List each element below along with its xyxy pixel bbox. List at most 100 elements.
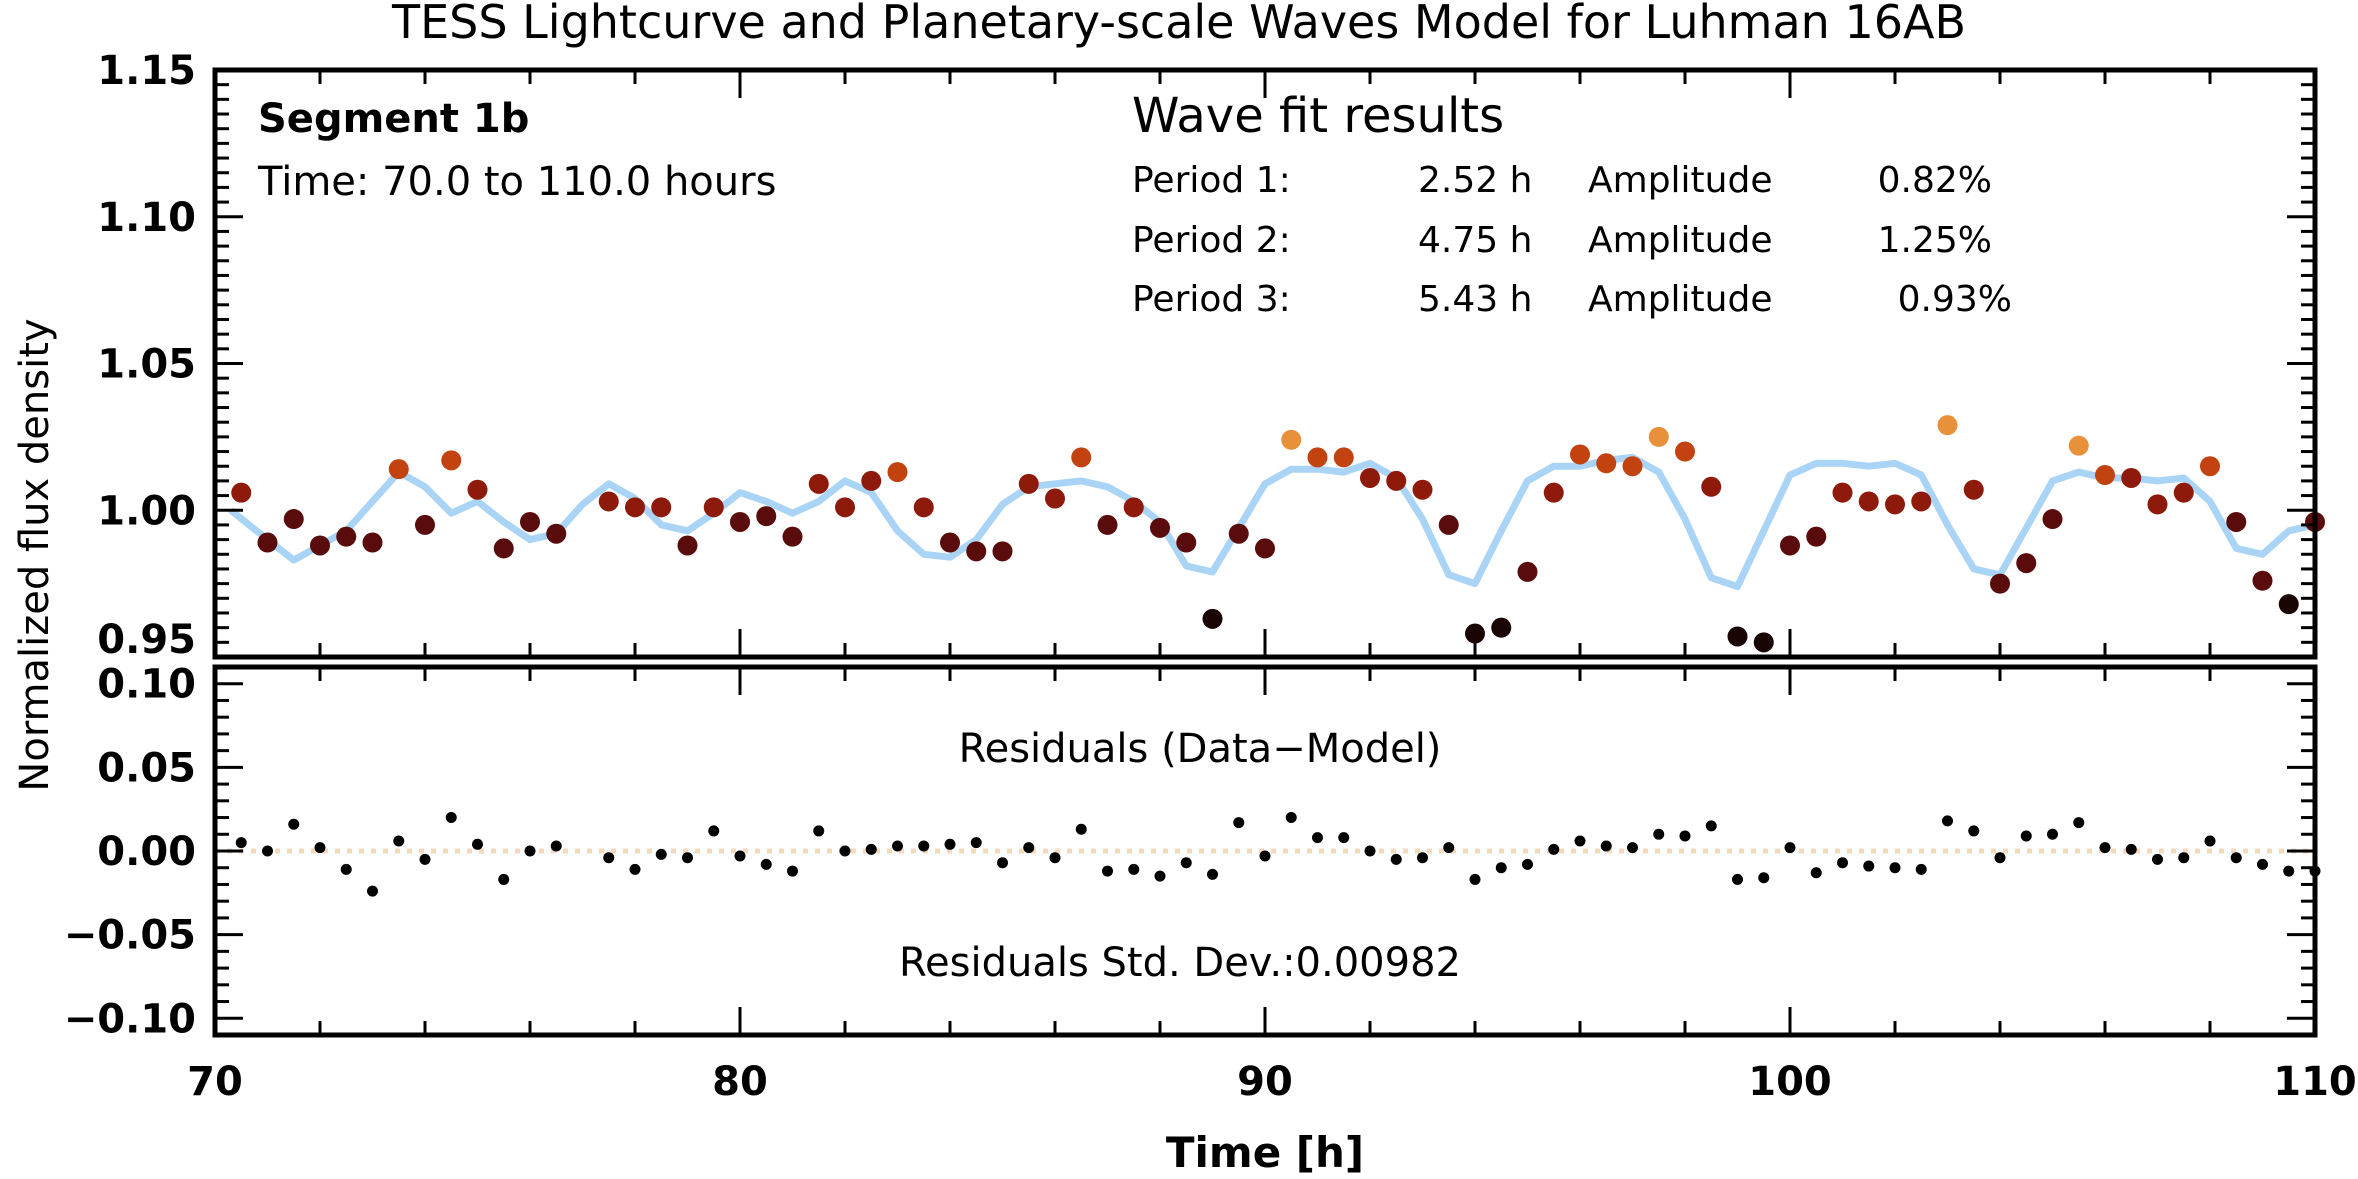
residual-series	[235, 812, 2321, 897]
wave-fit-row: Period 1: 2.52 h Amplitude 0.82%	[1132, 160, 1992, 201]
data-point	[887, 462, 908, 483]
residuals-panel	[212, 664, 2321, 1038]
data-point	[493, 538, 514, 559]
segment-label: Segment 1b	[258, 96, 529, 142]
residual-point	[1233, 817, 1245, 829]
x-tick-label: 110	[2273, 1059, 2357, 1105]
data-point	[1753, 632, 1774, 653]
residual-point	[314, 842, 326, 854]
data-point	[1622, 456, 1643, 477]
wave-row-amp-label: Amplitude	[1588, 160, 1772, 201]
residual-point	[262, 845, 273, 857]
residual-point	[1338, 832, 1350, 844]
data-point	[1018, 473, 1039, 494]
residual-point	[1128, 863, 1140, 875]
residual-point	[1574, 835, 1586, 847]
residual-point	[340, 863, 352, 875]
data-point	[1438, 514, 1459, 535]
data-point	[1071, 447, 1092, 468]
residual-point	[1968, 825, 1980, 837]
residual-point	[2073, 817, 2085, 829]
residual-point	[2230, 852, 2242, 864]
data-point	[2278, 594, 2299, 615]
x-tick-label: 100	[1748, 1059, 1832, 1105]
data-point	[1517, 561, 1538, 582]
wave-row-label: Period 2:	[1132, 220, 1291, 261]
residual-point	[1207, 868, 1218, 880]
residual-point	[708, 825, 720, 837]
residual-point	[1259, 850, 1271, 862]
data-point	[625, 497, 645, 518]
residual-point	[288, 818, 300, 830]
x-tick-label: 90	[1237, 1059, 1293, 1105]
residual-point	[892, 840, 903, 852]
data-point	[2095, 465, 2115, 486]
wave-row-amp-label: Amplitude	[1588, 220, 1772, 261]
data-point	[1570, 444, 1590, 465]
data-point	[2252, 570, 2273, 591]
data-point	[257, 532, 278, 553]
residual-point	[1889, 862, 1901, 874]
data-point	[283, 509, 304, 530]
data-point	[1491, 617, 1512, 638]
residual-point	[2257, 858, 2268, 870]
residual-point	[1285, 812, 1297, 824]
residual-point	[2099, 842, 2111, 854]
data-point	[336, 526, 357, 547]
lightcurve-y-tick-labels: 0.95 1.00 1.05 1.10 1.15	[97, 48, 196, 663]
data-point	[1228, 523, 1249, 544]
wave-row-period: 4.75 h	[1418, 220, 1532, 261]
y-tick-label: 1.00	[97, 488, 196, 534]
residual-point	[1994, 852, 2006, 864]
data-series	[231, 415, 2325, 653]
y-tick-label: 1.05	[97, 342, 196, 388]
residual-point	[1075, 823, 1087, 835]
residual-point	[603, 852, 615, 864]
data-point	[966, 541, 987, 562]
wave-row-label: Period 1:	[1132, 160, 1291, 201]
data-point	[1255, 538, 1275, 559]
x-axis-label: Time [h]	[1166, 1128, 1364, 1177]
data-point	[677, 535, 698, 556]
residual-point	[2283, 865, 2295, 877]
data-point	[1307, 447, 1328, 468]
residual-point	[918, 840, 930, 852]
data-point	[467, 479, 488, 500]
residual-point	[682, 852, 693, 864]
data-point	[1150, 517, 1170, 538]
residual-point	[1653, 828, 1665, 840]
data-point	[2042, 509, 2063, 530]
data-point	[1780, 535, 1800, 556]
data-point	[782, 526, 803, 547]
data-point	[362, 532, 383, 553]
residual-point	[1049, 852, 1061, 864]
x-tick-labels: 70 80 90 100 110	[187, 1059, 2357, 1105]
data-point	[1858, 491, 1879, 512]
time-range-label: Time: 70.0 to 110.0 hours	[257, 159, 776, 205]
wave-fit-row: Period 2: 4.75 h Amplitude 1.25%	[1132, 220, 1992, 261]
data-point	[2226, 511, 2247, 532]
wave-row-amplitude: 0.93%	[1898, 279, 2012, 320]
data-point	[1937, 415, 1958, 436]
residual-point	[445, 812, 457, 824]
data-point	[1911, 491, 1932, 512]
residual-point	[1784, 842, 1796, 854]
residual-point	[419, 853, 431, 865]
residual-point	[970, 837, 982, 849]
residuals-label: Residuals (Data−Model)	[959, 726, 1442, 772]
data-point	[598, 491, 619, 512]
wave-row-period: 5.43 h	[1418, 279, 1532, 320]
residual-point	[1180, 857, 1192, 869]
wave-row-amp-label: Amplitude	[1588, 279, 1772, 320]
residual-point	[1915, 863, 1927, 875]
data-point	[1202, 608, 1223, 629]
data-point	[1412, 479, 1433, 500]
data-point	[1832, 482, 1853, 503]
data-point	[1885, 494, 1905, 515]
residual-point	[865, 843, 877, 855]
residual-point	[734, 850, 746, 862]
data-point	[388, 459, 409, 480]
residual-point	[1732, 873, 1743, 885]
y-axis-label: Normalized flux density	[12, 318, 58, 791]
